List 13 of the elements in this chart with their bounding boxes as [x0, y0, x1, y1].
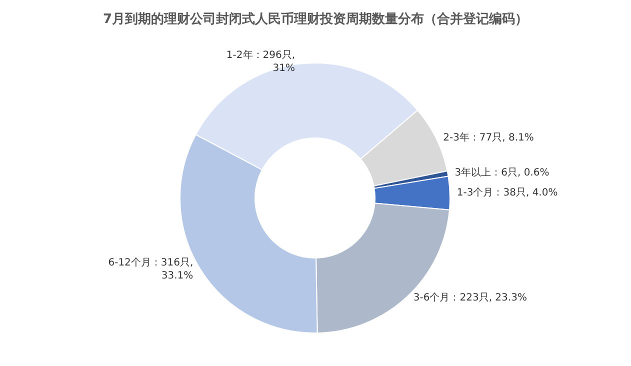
slice-label: 1-2年: [226, 48, 253, 61]
slice-label: 3-6个月: [413, 292, 450, 304]
data-label: ：77只, 8.1%: [469, 132, 534, 144]
slice-label: 3年以上: [454, 166, 492, 179]
data-label: ：223只, 23.3%: [450, 292, 527, 304]
chart-title: 7月到期的理财公司封闭式人民币理财投资周期数量分布（合并登记编码）: [102, 11, 528, 27]
data-label: ：6只, 0.6%: [491, 168, 550, 179]
slice-label: 2-3年: [443, 131, 470, 144]
text: ：316只, 33.1%: [150, 258, 194, 282]
text: ：296只, 31%: [252, 50, 296, 74]
data-label: ：38只, 4.0%: [493, 187, 558, 198]
slice-label: 6-12个月: [108, 256, 151, 269]
slice-label: 1-3个月: [456, 186, 494, 198]
